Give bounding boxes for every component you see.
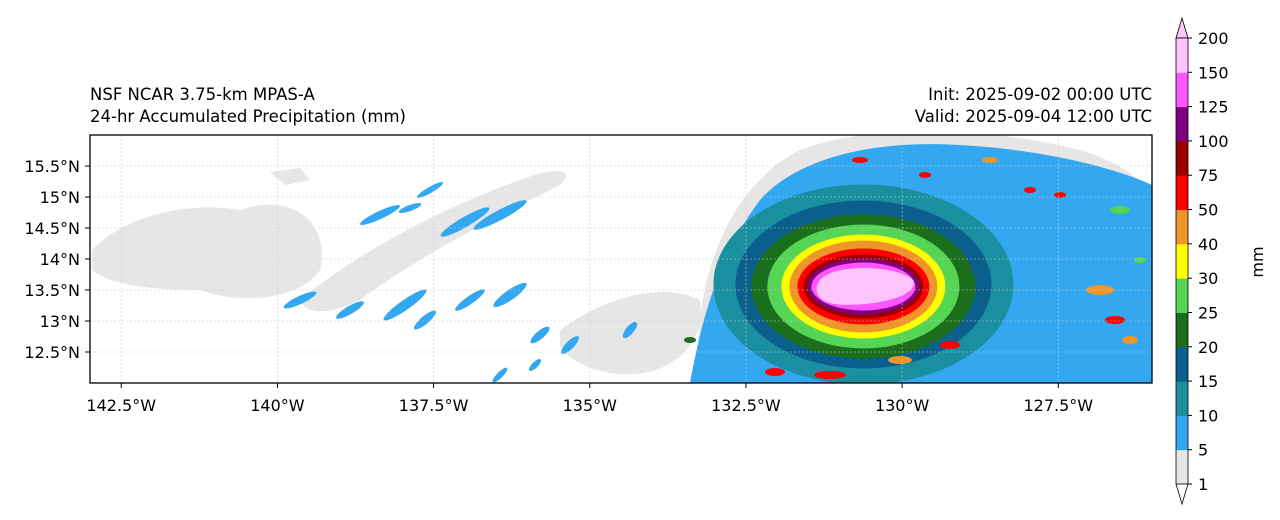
precip-cell — [919, 172, 931, 178]
colorbar-segment — [1176, 381, 1188, 416]
precip-cell — [1024, 187, 1036, 193]
precip-cell — [852, 157, 868, 163]
precip-area-light — [92, 204, 322, 299]
lon-tick-label: 132.5°W — [711, 396, 781, 415]
init-time: Init: 2025-09-02 00:00 UTC — [928, 85, 1152, 104]
colorbar-segment — [1176, 243, 1188, 279]
colorbar-segment — [1176, 106, 1188, 142]
map-panel: 142.5°W 140°W 137.5°W 135°W 132.5°W 130°W 127.… — [24, 134, 1153, 415]
precip-cell — [1122, 336, 1138, 344]
colorbar-segment — [1176, 449, 1188, 485]
precip-streak — [398, 203, 422, 213]
model-name: NSF NCAR 3.75-km MPAS-A — [90, 85, 315, 104]
colorbar-tick-label: 5 — [1198, 441, 1208, 460]
lat-tick-label: 15°N — [40, 188, 80, 207]
precip-streak — [383, 289, 427, 321]
colorbar-segment — [1176, 312, 1188, 348]
colorbar-tick-label: 125 — [1198, 98, 1229, 117]
lon-tick-label: 135°W — [563, 396, 618, 415]
colorbar-tick-label: 25 — [1198, 303, 1218, 322]
latitude-axis: 15.5°N 15°N 14.5°N 14°N 13.5°N 13°N 12.5°N — [24, 157, 90, 362]
precip-cell — [1134, 257, 1146, 263]
precip-streak — [336, 301, 364, 319]
colorbar-tick-label: 100 — [1198, 132, 1229, 151]
lat-tick-label: 13°N — [40, 312, 80, 331]
precip-streak — [455, 289, 485, 311]
precip-cell — [765, 368, 785, 376]
colorbar-segment — [1176, 209, 1188, 245]
colorbar-tick-label: 15 — [1198, 372, 1218, 391]
precip-streak — [492, 367, 508, 383]
precip-cell — [982, 157, 998, 163]
precip-streak — [283, 291, 317, 309]
lat-tick-label: 13.5°N — [24, 281, 80, 300]
title-left: NSF NCAR 3.75-km MPAS-A 24-hr Accumulate… — [90, 84, 406, 128]
precip-cell — [684, 337, 696, 343]
precip-streak — [528, 358, 542, 372]
colorbar-frame — [1175, 37, 1189, 485]
lon-tick-label: 137.5°W — [399, 396, 469, 415]
gridlines — [90, 135, 1152, 383]
lat-tick-label: 15.5°N — [24, 157, 80, 176]
precip-cell — [888, 356, 912, 364]
precip-streak — [530, 326, 550, 344]
lon-tick-label: 127.5°W — [1023, 396, 1093, 415]
colorbar-segment — [1176, 72, 1188, 108]
precip-streak — [359, 205, 401, 225]
lon-tick-label: 130°W — [875, 396, 930, 415]
precip-streak — [413, 310, 437, 330]
precip-streak — [416, 182, 444, 198]
colorbar-segment — [1176, 346, 1188, 382]
storm-core — [816, 268, 914, 305]
precip-area-light — [300, 170, 566, 312]
precip-cell — [940, 341, 960, 349]
precip-area-light — [270, 168, 310, 185]
longitude-axis: 142.5°W 140°W 137.5°W 135°W 132.5°W 130°W 127.… — [86, 383, 1093, 415]
lat-tick-label: 14.5°N — [24, 219, 80, 238]
precip-streak — [493, 282, 527, 308]
colorbar-tick-label: 30 — [1198, 269, 1218, 288]
field-name: 24-hr Accumulated Precipitation (mm) — [90, 107, 406, 126]
colorbar-segment — [1176, 175, 1188, 211]
colorbar-segment — [1176, 278, 1188, 313]
precip-streak — [440, 207, 490, 237]
precip-streak — [561, 336, 579, 354]
precip-cell — [1110, 206, 1130, 214]
colorbar-tick-label: 20 — [1198, 338, 1218, 357]
colorbar-tick-label: 150 — [1198, 63, 1229, 82]
precip-cell — [814, 371, 846, 379]
lat-tick-label: 14°N — [40, 250, 80, 269]
lon-tick-label: 140°W — [250, 396, 305, 415]
colorbar-tick-label: 1 — [1198, 475, 1208, 494]
colorbar-extend-max — [1175, 16, 1189, 39]
colorbar-segment — [1176, 415, 1188, 451]
lat-tick-label: 12.5°N — [24, 343, 80, 362]
colorbar-tick-label: 200 — [1198, 29, 1229, 48]
colorbar-tick-label: 50 — [1198, 201, 1218, 220]
colorbar-tick-label: 10 — [1198, 406, 1218, 425]
colorbar-segment — [1176, 140, 1188, 176]
precip-streak — [473, 200, 527, 230]
colorbar-segment — [1176, 38, 1188, 73]
colorbar-extend-min — [1175, 483, 1189, 506]
precip-streak — [622, 321, 638, 339]
precip-cell — [1105, 316, 1125, 324]
colorbar-tick-label: 40 — [1198, 235, 1218, 254]
precip-cell — [1054, 192, 1066, 198]
valid-time: Valid: 2025-09-04 12:00 UTC — [914, 107, 1152, 126]
lon-tick-label: 142.5°W — [86, 396, 156, 415]
title-right: Init: 2025-09-02 00:00 UTC Valid: 2025-0… — [915, 84, 1152, 128]
colorbar-label: mm — [1248, 246, 1267, 277]
colorbar-tick-label: 75 — [1198, 166, 1218, 185]
